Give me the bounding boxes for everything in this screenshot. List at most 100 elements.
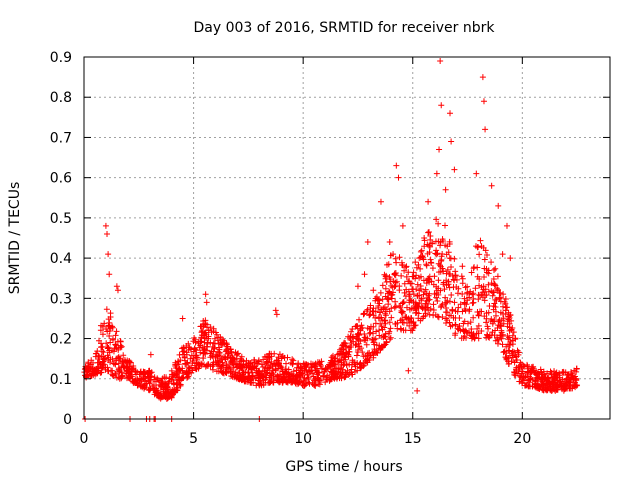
data-point [179, 374, 186, 381]
data-point [482, 247, 489, 254]
data-point [283, 360, 290, 367]
data-point [475, 322, 482, 329]
data-point [525, 368, 532, 375]
data-point [402, 264, 409, 271]
data-point [112, 332, 119, 339]
plot-frame [83, 56, 611, 420]
data-point [417, 265, 424, 272]
data-point [430, 301, 437, 308]
data-point [103, 306, 110, 313]
data-point [367, 352, 374, 359]
data-point [414, 387, 421, 394]
data-point [398, 261, 405, 268]
data-point [231, 374, 238, 381]
data-point [193, 354, 200, 361]
data-point [432, 311, 439, 318]
data-point [478, 328, 485, 335]
data-point [448, 138, 455, 145]
data-point [396, 283, 403, 290]
data-point [486, 303, 493, 310]
data-point [361, 271, 368, 278]
data-point [329, 375, 336, 382]
data-point [438, 253, 445, 260]
data-point [399, 316, 406, 323]
data-point [263, 370, 270, 377]
data-point [349, 371, 356, 378]
data-point [227, 346, 234, 353]
data-point [305, 367, 312, 374]
data-point [417, 248, 424, 255]
data-point [314, 374, 321, 381]
x-axis-label: GPS time / hours [285, 459, 402, 475]
data-point [373, 349, 380, 356]
data-point [145, 386, 152, 393]
data-point [179, 365, 186, 372]
data-point [485, 309, 492, 316]
data-point [275, 354, 282, 361]
data-point [370, 312, 377, 319]
data-point [556, 372, 563, 379]
data-point [222, 354, 229, 361]
data-point [330, 352, 337, 359]
data-point [439, 301, 446, 308]
data-point [116, 369, 123, 376]
data-point [354, 359, 361, 366]
data-point [163, 374, 170, 381]
data-point [476, 282, 483, 289]
data-point [216, 363, 223, 370]
data-point [529, 363, 536, 370]
data-point [494, 287, 501, 294]
data-point [208, 329, 215, 336]
data-point [447, 110, 454, 117]
data-point [265, 359, 272, 366]
data-point [442, 315, 449, 322]
data-point [553, 374, 560, 381]
data-point [201, 330, 208, 337]
data-point [200, 323, 207, 330]
data-point [99, 348, 105, 355]
data-point [408, 315, 415, 322]
data-point [502, 300, 509, 307]
data-point [548, 371, 555, 378]
data-point [486, 334, 493, 341]
data-point [190, 355, 197, 362]
data-point [119, 373, 126, 380]
data-point [176, 381, 183, 388]
data-point [456, 323, 463, 330]
data-point [357, 325, 364, 332]
data-point [498, 327, 505, 334]
data-point [203, 299, 210, 306]
data-point [462, 307, 469, 314]
data-point [191, 335, 198, 342]
data-point [115, 346, 122, 353]
data-point [185, 367, 192, 374]
data-point [104, 230, 111, 237]
data-point [555, 377, 562, 384]
data-point [381, 341, 388, 348]
data-point [522, 382, 529, 389]
data-point [348, 343, 355, 350]
data-point [101, 320, 108, 327]
data-point [275, 361, 282, 368]
data-point [461, 318, 468, 325]
data-point [540, 384, 547, 391]
data-point [502, 354, 509, 361]
data-point [441, 286, 448, 293]
data-point [504, 304, 511, 311]
data-point [382, 312, 389, 319]
data-point [232, 369, 239, 376]
data-point [381, 304, 388, 311]
data-point [98, 365, 105, 372]
data-point [423, 261, 430, 268]
data-point [435, 314, 442, 321]
data-point [243, 357, 250, 364]
data-point [525, 383, 532, 390]
data-point [429, 265, 436, 272]
data-point [382, 293, 389, 300]
data-point [498, 335, 505, 342]
data-point [105, 322, 112, 329]
data-point [105, 368, 112, 375]
data-point [433, 216, 440, 223]
data-point [403, 263, 410, 270]
